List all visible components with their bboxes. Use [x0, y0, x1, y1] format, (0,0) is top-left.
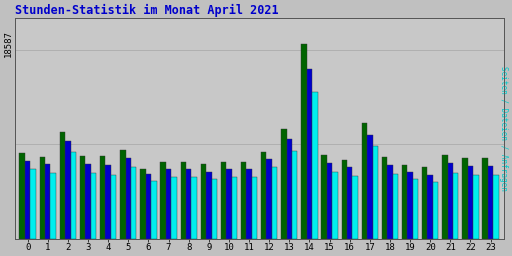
Bar	[413, 179, 418, 239]
Bar	[393, 174, 398, 239]
Bar	[151, 181, 157, 239]
Bar	[252, 177, 257, 239]
Bar	[428, 175, 433, 239]
Bar	[191, 177, 197, 239]
Bar	[100, 156, 105, 239]
Bar	[105, 165, 111, 239]
Bar	[382, 157, 387, 239]
Bar	[361, 123, 367, 239]
Bar	[373, 146, 378, 239]
Bar	[71, 152, 76, 239]
Bar	[146, 174, 151, 239]
Bar	[332, 172, 338, 239]
Bar	[206, 172, 211, 239]
Bar	[160, 162, 166, 239]
Bar	[292, 151, 297, 239]
Bar	[91, 173, 96, 239]
Bar	[327, 163, 332, 239]
Bar	[19, 153, 25, 239]
Bar	[201, 164, 206, 239]
Y-axis label: Seiten / Dateien / Anfragen: Seiten / Dateien / Anfragen	[499, 66, 508, 191]
Bar	[402, 165, 408, 239]
Bar	[493, 175, 499, 239]
Bar	[387, 165, 393, 239]
Bar	[120, 150, 125, 239]
Bar	[131, 167, 136, 239]
Text: Stunden-Statistik im Monat April 2021: Stunden-Statistik im Monat April 2021	[14, 4, 278, 17]
Bar	[272, 167, 278, 239]
Bar	[462, 158, 468, 239]
Bar	[45, 164, 51, 239]
Bar	[352, 176, 358, 239]
Bar	[312, 92, 317, 239]
Bar	[166, 169, 171, 239]
Bar	[140, 169, 146, 239]
Bar	[171, 177, 177, 239]
Bar	[86, 164, 91, 239]
Bar	[367, 135, 373, 239]
Bar	[447, 163, 453, 239]
Bar	[39, 157, 45, 239]
Bar	[221, 162, 226, 239]
Bar	[287, 139, 292, 239]
Bar	[60, 132, 65, 239]
Bar	[241, 162, 246, 239]
Bar	[488, 166, 493, 239]
Bar	[231, 177, 237, 239]
Bar	[422, 167, 428, 239]
Bar	[322, 155, 327, 239]
Bar	[347, 167, 352, 239]
Bar	[281, 129, 287, 239]
Bar	[307, 69, 312, 239]
Bar	[226, 169, 231, 239]
Bar	[111, 175, 116, 239]
Bar	[25, 161, 30, 239]
Bar	[51, 173, 56, 239]
Bar	[186, 169, 191, 239]
Bar	[468, 166, 473, 239]
Bar	[80, 156, 86, 239]
Bar	[442, 155, 447, 239]
Bar	[408, 172, 413, 239]
Bar	[181, 162, 186, 239]
Bar	[473, 175, 479, 239]
Bar	[342, 160, 347, 239]
Bar	[453, 173, 458, 239]
Bar	[482, 158, 488, 239]
Bar	[125, 158, 131, 239]
Bar	[433, 182, 438, 239]
Bar	[261, 152, 266, 239]
Bar	[266, 159, 272, 239]
Bar	[65, 141, 71, 239]
Bar	[301, 44, 307, 239]
Bar	[246, 169, 252, 239]
Bar	[30, 169, 36, 239]
Bar	[211, 179, 217, 239]
